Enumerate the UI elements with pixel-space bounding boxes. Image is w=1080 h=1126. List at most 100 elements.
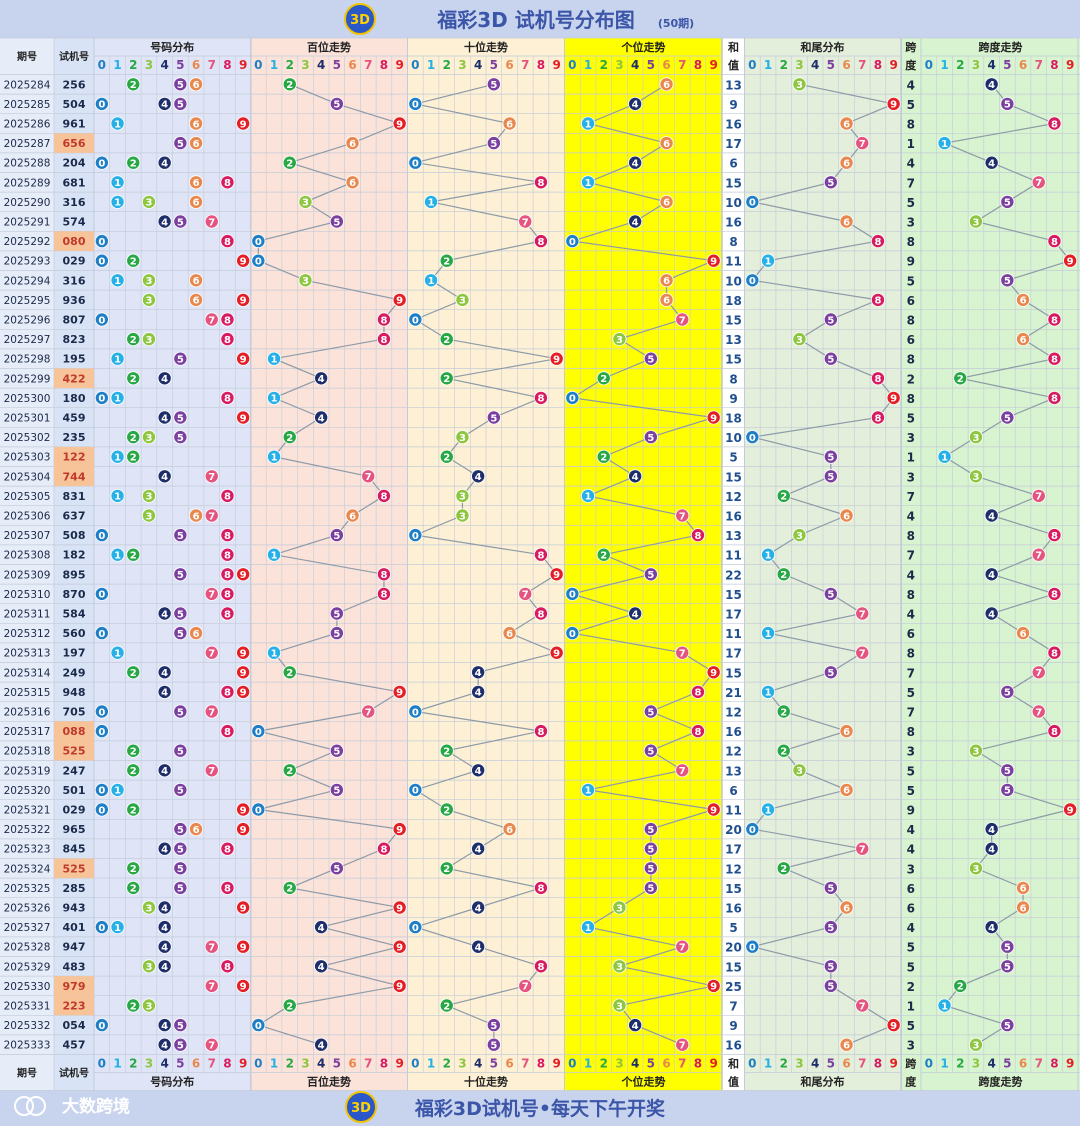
svg-text:4: 4 <box>161 472 168 483</box>
bottom-digit-label: 8 <box>223 1057 231 1071</box>
top-digit-label: 8 <box>1050 58 1058 72</box>
top-digit-label: 3 <box>145 58 153 72</box>
svg-text:9: 9 <box>890 394 897 405</box>
sum-tail-ball: 6 <box>839 155 854 170</box>
svg-text:6: 6 <box>1020 884 1027 895</box>
svg-text:3: 3 <box>145 962 152 973</box>
svg-text:8: 8 <box>224 551 231 562</box>
top-digit-label: 6 <box>842 58 850 72</box>
bottom-digit-label: 9 <box>889 1057 897 1071</box>
dist-ball: 0 <box>94 312 109 327</box>
dist-ball: 5 <box>173 606 188 621</box>
watermark-text: 大数跨境 <box>62 1096 130 1117</box>
svg-text:6: 6 <box>193 80 200 91</box>
span-cell: 4 <box>907 78 915 92</box>
hundreds-ball: 8 <box>376 312 391 327</box>
span-cell: 4 <box>907 568 915 582</box>
trial-cell: 459 <box>63 412 86 425</box>
units-ball: 0 <box>565 586 580 601</box>
span-ball: 5 <box>1000 96 1015 111</box>
svg-text:3: 3 <box>145 296 152 307</box>
trial-cell: 965 <box>63 823 86 836</box>
logo-icon: 3D <box>344 3 376 35</box>
bottom-digit-label: 0 <box>748 1057 756 1071</box>
span-cell: 8 <box>907 392 915 406</box>
svg-text:3: 3 <box>972 1041 979 1052</box>
dist-ball: 5 <box>173 1018 188 1033</box>
top-digit-label: 5 <box>176 58 184 72</box>
svg-text:1: 1 <box>765 805 772 816</box>
dist-ball: 2 <box>126 743 141 758</box>
dist-ball: 9 <box>236 939 251 954</box>
period-cell: 2025301 <box>4 413 51 425</box>
svg-text:6: 6 <box>193 178 200 189</box>
sum-cell: 16 <box>725 725 742 739</box>
top-digit-label: 6 <box>505 58 513 72</box>
svg-text:2: 2 <box>780 747 787 758</box>
dist-ball: 2 <box>126 665 141 680</box>
trial-cell: 936 <box>63 294 86 307</box>
period-cell: 2025305 <box>4 491 51 503</box>
svg-text:8: 8 <box>694 531 701 542</box>
dist-ball: 5 <box>173 136 188 151</box>
units-ball: 4 <box>628 469 643 484</box>
span-ball: 3 <box>968 861 983 876</box>
units-ball: 0 <box>565 234 580 249</box>
units-ball: 5 <box>643 351 658 366</box>
svg-text:8: 8 <box>1051 727 1058 738</box>
span-cell: 9 <box>907 255 915 269</box>
span-cell: 3 <box>907 470 915 484</box>
span-cell: 5 <box>907 784 915 798</box>
units-ball: 8 <box>690 724 705 739</box>
top-digit-label: 3 <box>301 58 309 72</box>
svg-text:7: 7 <box>859 609 866 620</box>
tens-ball: 4 <box>471 841 486 856</box>
svg-text:4: 4 <box>161 100 168 111</box>
sum-cell: 18 <box>725 294 742 308</box>
hundreds-ball: 8 <box>376 488 391 503</box>
svg-text:6: 6 <box>663 296 670 307</box>
sum-tail-ball: 7 <box>855 841 870 856</box>
svg-text:5: 5 <box>177 217 184 228</box>
dist-ball: 3 <box>141 959 156 974</box>
svg-text:4: 4 <box>161 1041 168 1052</box>
period-cell: 2025309 <box>4 569 51 581</box>
dist-ball: 2 <box>126 430 141 445</box>
units-ball: 3 <box>612 998 627 1013</box>
span-cell: 4 <box>907 843 915 857</box>
top-digit-label: 1 <box>427 58 435 72</box>
dist-ball: 8 <box>220 547 235 562</box>
tens-ball: 9 <box>549 351 564 366</box>
sum-cell: 13 <box>725 764 742 778</box>
trial-cell: 823 <box>63 333 86 346</box>
sum-cell: 15 <box>725 960 742 974</box>
tens-ball: 4 <box>471 900 486 915</box>
svg-text:1: 1 <box>114 394 121 405</box>
svg-text:7: 7 <box>859 139 866 150</box>
svg-text:1: 1 <box>271 649 278 660</box>
sum-cell: 17 <box>725 647 742 661</box>
span-ball: 7 <box>1031 704 1046 719</box>
svg-text:2: 2 <box>286 80 293 91</box>
dist-ball: 9 <box>236 822 251 837</box>
bottom-sum-header-bottom: 值 <box>728 1075 739 1089</box>
period-cell: 2025330 <box>4 981 51 993</box>
dist-ball: 8 <box>220 332 235 347</box>
top-digit-label: 9 <box>1066 58 1074 72</box>
svg-text:5: 5 <box>1004 198 1011 209</box>
units-ball: 5 <box>643 822 658 837</box>
period-cell: 2025303 <box>4 452 51 464</box>
svg-text:0: 0 <box>749 198 756 209</box>
span-ball: 5 <box>1000 959 1015 974</box>
span-ball: 6 <box>1016 880 1031 895</box>
svg-text:1: 1 <box>271 551 278 562</box>
svg-text:2: 2 <box>130 884 137 895</box>
units-ball: 0 <box>565 626 580 641</box>
svg-text:8: 8 <box>224 570 231 581</box>
svg-text:5: 5 <box>647 845 654 856</box>
span-ball: 1 <box>937 449 952 464</box>
hundreds-ball: 2 <box>282 430 297 445</box>
dist-ball: 4 <box>157 1037 172 1052</box>
svg-text:2: 2 <box>130 747 137 758</box>
svg-text:8: 8 <box>224 845 231 856</box>
